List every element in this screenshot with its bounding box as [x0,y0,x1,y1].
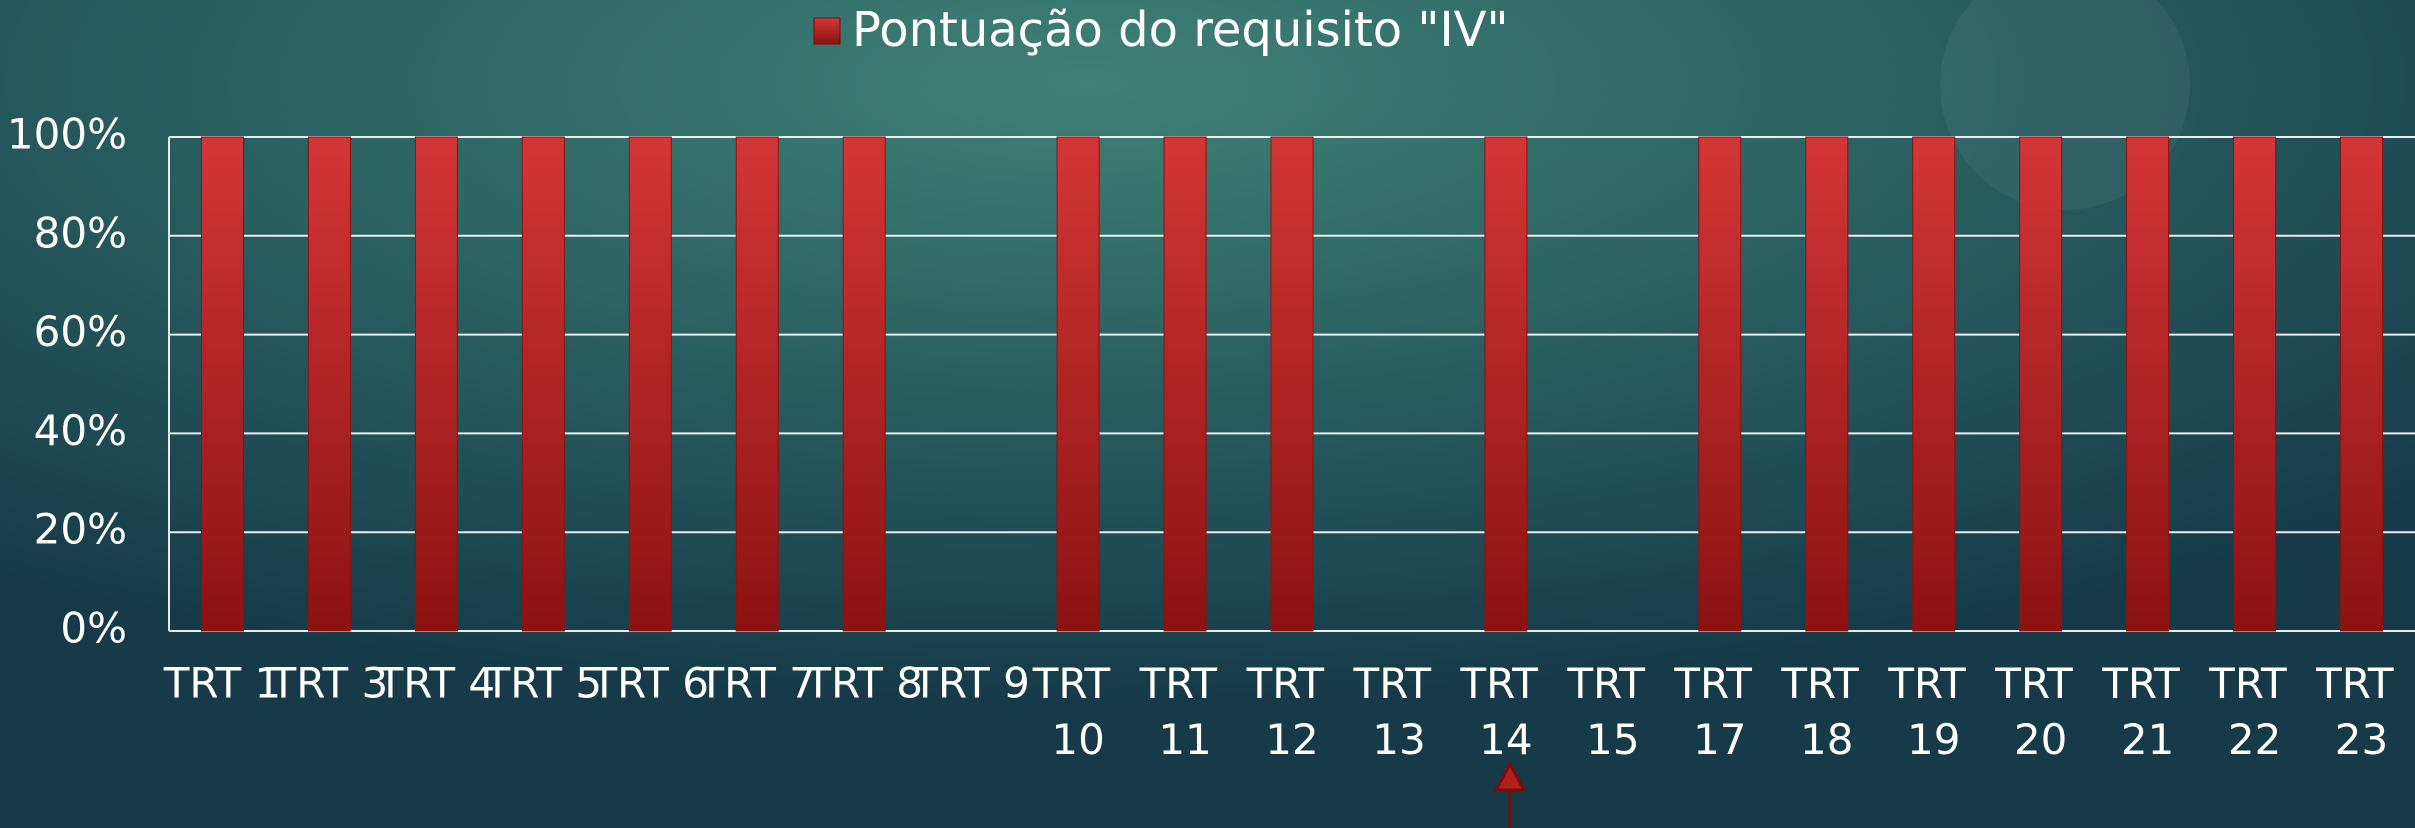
x-tick-label: TRT 15 [1566,659,1658,764]
x-tick-label: TRT 19 [1887,659,1979,764]
y-tick-label: 40% [34,406,127,455]
x-tick-label: TRT 6 [591,659,710,708]
x-tick-label: TRT 13 [1353,659,1445,764]
bar [2019,136,2063,632]
y-tick-label: 0% [60,604,127,653]
bar [307,136,351,632]
bar [628,136,672,632]
bar [1805,136,1849,632]
bar [735,136,779,632]
bar [2340,136,2384,632]
x-tick-label: TRT 10 [1032,659,1124,764]
x-tick-label: TRT 11 [1139,659,1231,764]
bar [1912,136,1956,632]
y-tick-label: 100% [7,110,127,159]
y-tick-label: 80% [34,208,127,257]
x-tick-label: TRT 22 [2208,659,2300,764]
x-tick-label: TRT 21 [2101,659,2193,764]
x-tick-label: TRT 23 [2315,659,2407,764]
bar [521,136,565,632]
bar [1056,136,1100,632]
x-tick-label: TRT 12 [1246,659,1338,764]
bar [1484,136,1528,632]
x-tick-label: TRT 1 [163,659,282,708]
legend: Pontuação do requisito "IV" [813,2,1509,58]
y-tick-label: 20% [34,505,127,554]
y-tick-label: 60% [34,307,127,356]
bar [414,136,458,632]
x-tick-label: TRT 5 [484,659,603,708]
bar [1270,136,1314,632]
bar [2233,136,2277,632]
x-tick-label: TRT 20 [1994,659,2086,764]
bar [1163,136,1207,632]
x-tick-label: TRT 14 [1460,659,1552,764]
legend-swatch [813,17,841,45]
bar [200,136,244,632]
legend-label: Pontuação do requisito "IV" [852,2,1509,58]
bar [842,136,886,632]
x-tick-label: TRT 8 [804,659,923,708]
x-tick-label: TRT 3 [270,659,389,708]
bar [1698,136,1742,632]
bar [2126,136,2170,632]
x-tick-label: TRT 7 [697,659,816,708]
x-tick-label: TRT 17 [1673,659,1765,764]
x-tick-label: TRT 18 [1780,659,1872,764]
arrow [1493,760,1527,828]
x-tick-label: TRT 9 [911,659,1030,708]
x-tick-label: TRT 4 [377,659,496,708]
